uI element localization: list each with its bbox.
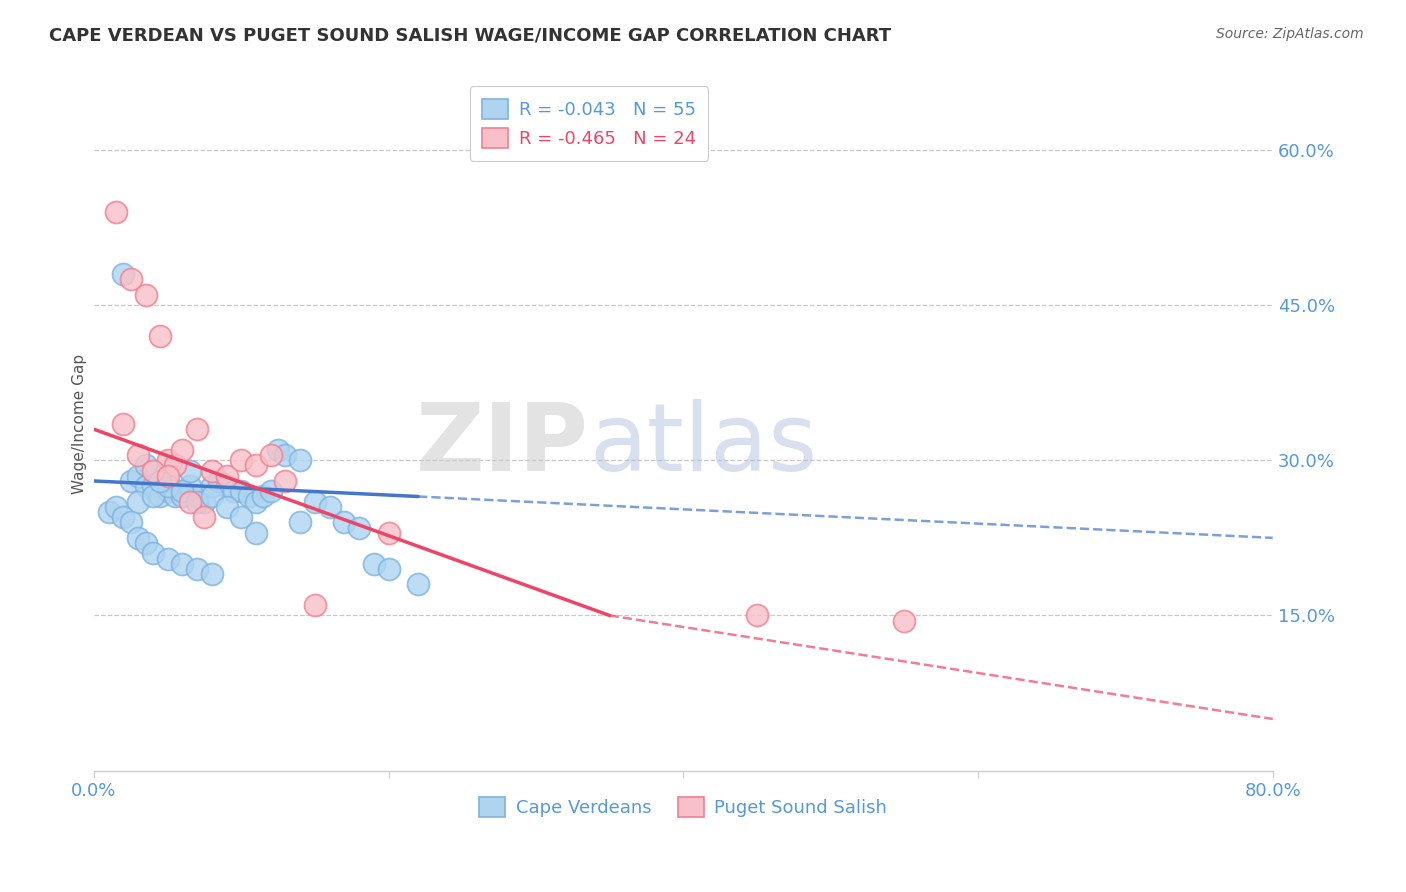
Point	[142, 490, 165, 504]
Point	[215, 500, 238, 514]
Point	[127, 531, 149, 545]
Point	[363, 557, 385, 571]
Point	[149, 329, 172, 343]
Point	[193, 494, 215, 508]
Point	[120, 474, 142, 488]
Point	[186, 422, 208, 436]
Point	[231, 510, 253, 524]
Point	[149, 474, 172, 488]
Point	[193, 510, 215, 524]
Point	[156, 484, 179, 499]
Point	[172, 442, 194, 457]
Point	[156, 468, 179, 483]
Legend: Cape Verdeans, Puget Sound Salish: Cape Verdeans, Puget Sound Salish	[472, 789, 894, 824]
Point	[406, 577, 429, 591]
Point	[186, 562, 208, 576]
Point	[347, 520, 370, 534]
Point	[142, 546, 165, 560]
Point	[186, 494, 208, 508]
Point	[208, 474, 231, 488]
Point	[215, 479, 238, 493]
Text: Source: ZipAtlas.com: Source: ZipAtlas.com	[1216, 27, 1364, 41]
Point	[231, 453, 253, 467]
Point	[127, 448, 149, 462]
Point	[238, 490, 260, 504]
Point	[290, 453, 312, 467]
Point	[201, 464, 224, 478]
Text: atlas: atlas	[589, 399, 817, 491]
Point	[745, 608, 768, 623]
Point	[156, 453, 179, 467]
Point	[163, 490, 186, 504]
Point	[186, 490, 208, 504]
Point	[105, 500, 128, 514]
Point	[127, 468, 149, 483]
Point	[179, 479, 201, 493]
Point	[172, 557, 194, 571]
Point	[149, 490, 172, 504]
Point	[304, 598, 326, 612]
Point	[377, 562, 399, 576]
Point	[318, 500, 340, 514]
Text: ZIP: ZIP	[416, 399, 589, 491]
Point	[105, 205, 128, 219]
Point	[201, 479, 224, 493]
Point	[245, 458, 267, 473]
Point	[179, 464, 201, 478]
Point	[245, 525, 267, 540]
Point	[112, 267, 135, 281]
Point	[134, 536, 156, 550]
Point	[112, 417, 135, 431]
Point	[274, 474, 297, 488]
Y-axis label: Wage/Income Gap: Wage/Income Gap	[72, 354, 87, 494]
Text: CAPE VERDEAN VS PUGET SOUND SALISH WAGE/INCOME GAP CORRELATION CHART: CAPE VERDEAN VS PUGET SOUND SALISH WAGE/…	[49, 27, 891, 45]
Point	[222, 484, 245, 499]
Point	[112, 510, 135, 524]
Point	[231, 484, 253, 499]
Point	[179, 494, 201, 508]
Point	[274, 448, 297, 462]
Point	[172, 490, 194, 504]
Point	[252, 490, 274, 504]
Point	[134, 458, 156, 473]
Point	[120, 516, 142, 530]
Point	[201, 490, 224, 504]
Point	[260, 484, 283, 499]
Point	[134, 287, 156, 301]
Point	[304, 494, 326, 508]
Point	[142, 464, 165, 478]
Point	[97, 505, 120, 519]
Point	[215, 468, 238, 483]
Point	[245, 494, 267, 508]
Point	[333, 516, 356, 530]
Point	[120, 272, 142, 286]
Point	[134, 479, 156, 493]
Point	[377, 525, 399, 540]
Point	[156, 479, 179, 493]
Point	[290, 516, 312, 530]
Point	[260, 448, 283, 462]
Point	[893, 614, 915, 628]
Point	[127, 494, 149, 508]
Point	[156, 551, 179, 566]
Point	[201, 567, 224, 582]
Point	[142, 479, 165, 493]
Point	[172, 484, 194, 499]
Point	[267, 442, 290, 457]
Point	[163, 458, 186, 473]
